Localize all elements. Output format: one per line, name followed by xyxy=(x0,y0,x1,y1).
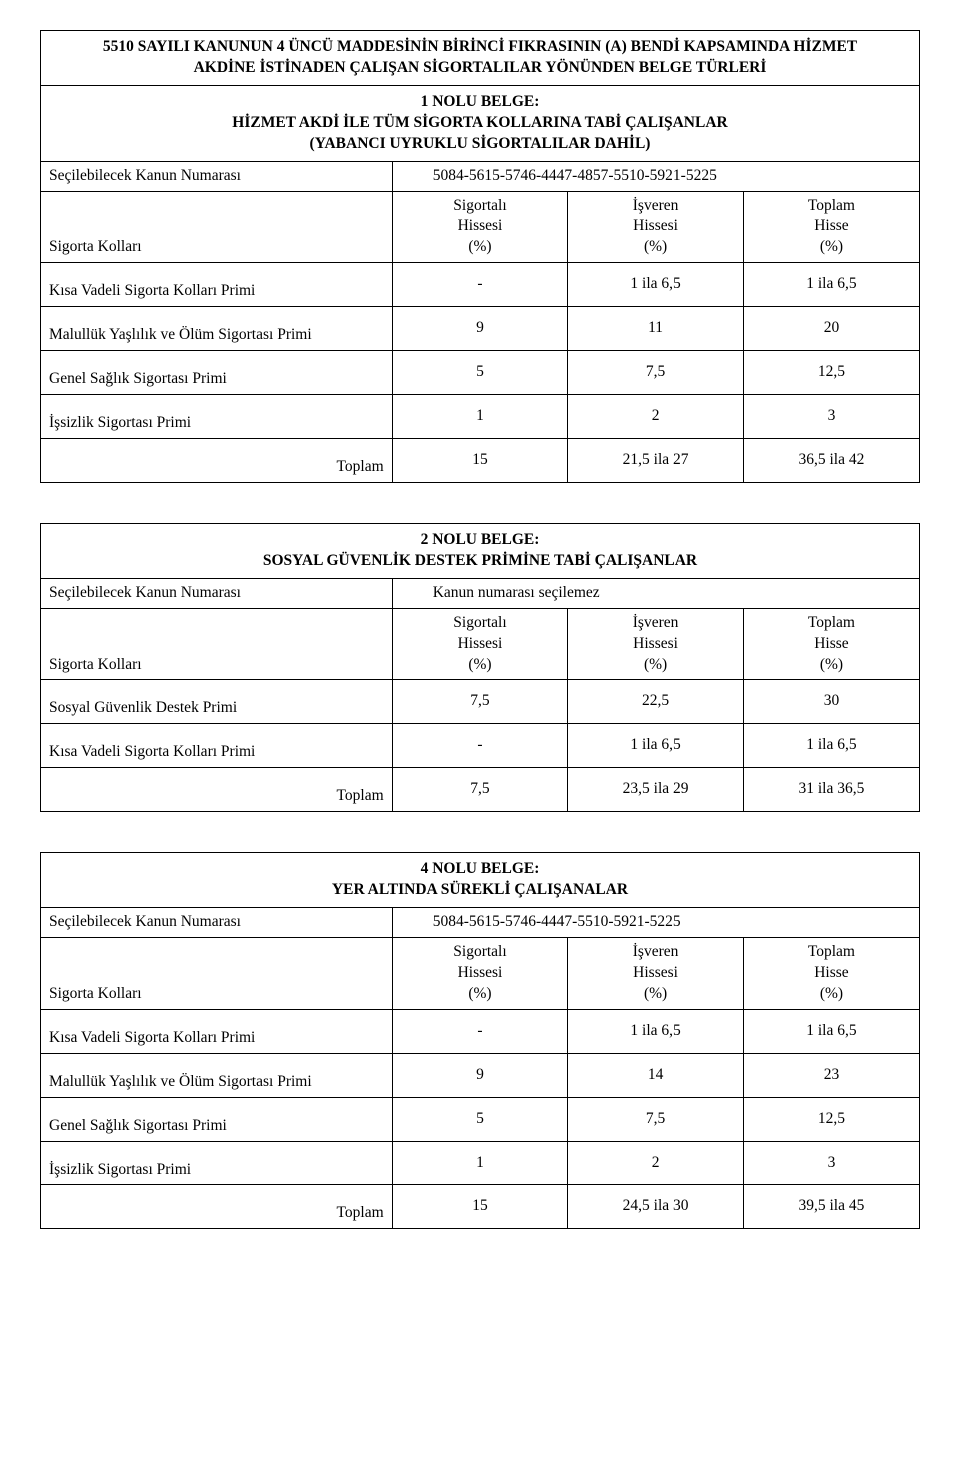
cell: 1 ila 6,5 xyxy=(743,263,919,307)
data-table: Seçilebilecek Kanun Numarası5084-5615-57… xyxy=(41,908,919,1228)
table-row: Malullük Yaşlılık ve Ölüm Sigortası Prim… xyxy=(41,1053,919,1097)
total-label: Toplam xyxy=(41,1185,392,1228)
cell: - xyxy=(392,263,568,307)
law-value: 5084-5615-5746-4447-4857-5510-5921-5225 xyxy=(392,162,919,191)
table-row: Sosyal Güvenlik Destek Primi7,522,530 xyxy=(41,680,919,724)
row-label: Kısa Vadeli Sigorta Kolları Primi xyxy=(41,724,392,768)
law-label: Seçilebilecek Kanun Numarası xyxy=(41,579,392,608)
cell: 30 xyxy=(743,680,919,724)
table-row: Genel Sağlık Sigortası Primi57,512,5 xyxy=(41,351,919,395)
main-title: 5510 SAYILI KANUNUN 4 ÜNCÜ MADDESİNİN Bİ… xyxy=(41,31,919,86)
cell: 11 xyxy=(568,307,744,351)
law-label: Seçilebilecek Kanun Numarası xyxy=(41,162,392,191)
cell: 7,5 xyxy=(568,1097,744,1141)
header-label: Sigorta Kolları xyxy=(41,937,392,1009)
total-row: Toplam1524,5 ila 3039,5 ila 45 xyxy=(41,1185,919,1228)
total-cell: 36,5 ila 42 xyxy=(743,438,919,481)
cell: 20 xyxy=(743,307,919,351)
data-table: Seçilebilecek Kanun NumarasıKanun numara… xyxy=(41,579,919,811)
cell: 2 xyxy=(568,1141,744,1185)
cell: 1 ila 6,5 xyxy=(743,724,919,768)
row-label: Malullük Yaşlılık ve Ölüm Sigortası Prim… xyxy=(41,1053,392,1097)
block-subtitle: 4 NOLU BELGE:YER ALTINDA SÜREKLİ ÇALIŞAN… xyxy=(41,853,919,908)
table-row: İşsizlik Sigortası Primi123 xyxy=(41,395,919,439)
table-row: Kısa Vadeli Sigorta Kolları Primi-1 ila … xyxy=(41,263,919,307)
cell: 1 xyxy=(392,395,568,439)
cell: 1 ila 6,5 xyxy=(568,724,744,768)
total-cell: 31 ila 36,5 xyxy=(743,768,919,811)
header-col: İşverenHissesi(%) xyxy=(568,937,744,1009)
header-label: Sigorta Kolları xyxy=(41,608,392,680)
header-row: Sigorta KollarıSigortalıHissesi(%)İşvere… xyxy=(41,191,919,263)
header-col: ToplamHisse(%) xyxy=(743,191,919,263)
doc-block: 5510 SAYILI KANUNUN 4 ÜNCÜ MADDESİNİN Bİ… xyxy=(40,30,920,483)
cell: 5 xyxy=(392,351,568,395)
header-row: Sigorta KollarıSigortalıHissesi(%)İşvere… xyxy=(41,608,919,680)
header-label: Sigorta Kolları xyxy=(41,191,392,263)
cell: 3 xyxy=(743,395,919,439)
total-cell: 39,5 ila 45 xyxy=(743,1185,919,1228)
cell: 12,5 xyxy=(743,351,919,395)
total-cell: 21,5 ila 27 xyxy=(568,438,744,481)
header-col: SigortalıHissesi(%) xyxy=(392,608,568,680)
row-label: Kısa Vadeli Sigorta Kolları Primi xyxy=(41,1009,392,1053)
header-col: SigortalıHissesi(%) xyxy=(392,937,568,1009)
header-col: İşverenHissesi(%) xyxy=(568,191,744,263)
row-label: Genel Sağlık Sigortası Primi xyxy=(41,1097,392,1141)
law-row: Seçilebilecek Kanun Numarası5084-5615-57… xyxy=(41,162,919,191)
header-col: ToplamHisse(%) xyxy=(743,608,919,680)
total-row: Toplam1521,5 ila 2736,5 ila 42 xyxy=(41,438,919,481)
law-row: Seçilebilecek Kanun Numarası5084-5615-57… xyxy=(41,908,919,937)
table-row: Malullük Yaşlılık ve Ölüm Sigortası Prim… xyxy=(41,307,919,351)
cell: 1 ila 6,5 xyxy=(743,1009,919,1053)
law-label: Seçilebilecek Kanun Numarası xyxy=(41,908,392,937)
header-col: SigortalıHissesi(%) xyxy=(392,191,568,263)
row-label: Genel Sağlık Sigortası Primi xyxy=(41,351,392,395)
cell: 9 xyxy=(392,307,568,351)
total-cell: 24,5 ila 30 xyxy=(568,1185,744,1228)
cell: 22,5 xyxy=(568,680,744,724)
cell: 2 xyxy=(568,395,744,439)
total-row: Toplam7,523,5 ila 2931 ila 36,5 xyxy=(41,768,919,811)
block-subtitle: 2 NOLU BELGE:SOSYAL GÜVENLİK DESTEK PRİM… xyxy=(41,524,919,579)
cell: 12,5 xyxy=(743,1097,919,1141)
row-label: İşsizlik Sigortası Primi xyxy=(41,1141,392,1185)
cell: 3 xyxy=(743,1141,919,1185)
law-value: 5084-5615-5746-4447-5510-5921-5225 xyxy=(392,908,919,937)
header-col: İşverenHissesi(%) xyxy=(568,608,744,680)
total-label: Toplam xyxy=(41,438,392,481)
cell: 9 xyxy=(392,1053,568,1097)
total-cell: 15 xyxy=(392,438,568,481)
doc-block: 4 NOLU BELGE:YER ALTINDA SÜREKLİ ÇALIŞAN… xyxy=(40,852,920,1229)
cell: 1 xyxy=(392,1141,568,1185)
header-row: Sigorta KollarıSigortalıHissesi(%)İşvere… xyxy=(41,937,919,1009)
row-label: Sosyal Güvenlik Destek Primi xyxy=(41,680,392,724)
row-label: Malullük Yaşlılık ve Ölüm Sigortası Prim… xyxy=(41,307,392,351)
total-label: Toplam xyxy=(41,768,392,811)
law-value: Kanun numarası seçilemez xyxy=(392,579,919,608)
cell: 1 ila 6,5 xyxy=(568,263,744,307)
cell: - xyxy=(392,724,568,768)
table-row: Kısa Vadeli Sigorta Kolları Primi-1 ila … xyxy=(41,1009,919,1053)
total-cell: 23,5 ila 29 xyxy=(568,768,744,811)
cell: 14 xyxy=(568,1053,744,1097)
table-row: İşsizlik Sigortası Primi123 xyxy=(41,1141,919,1185)
header-col: ToplamHisse(%) xyxy=(743,937,919,1009)
law-row: Seçilebilecek Kanun NumarasıKanun numara… xyxy=(41,579,919,608)
table-row: Genel Sağlık Sigortası Primi57,512,5 xyxy=(41,1097,919,1141)
doc-block: 2 NOLU BELGE:SOSYAL GÜVENLİK DESTEK PRİM… xyxy=(40,523,920,812)
total-cell: 7,5 xyxy=(392,768,568,811)
cell: 23 xyxy=(743,1053,919,1097)
total-cell: 15 xyxy=(392,1185,568,1228)
row-label: Kısa Vadeli Sigorta Kolları Primi xyxy=(41,263,392,307)
cell: 7,5 xyxy=(568,351,744,395)
data-table: Seçilebilecek Kanun Numarası5084-5615-57… xyxy=(41,162,919,482)
cell: 1 ila 6,5 xyxy=(568,1009,744,1053)
row-label: İşsizlik Sigortası Primi xyxy=(41,395,392,439)
table-row: Kısa Vadeli Sigorta Kolları Primi-1 ila … xyxy=(41,724,919,768)
cell: - xyxy=(392,1009,568,1053)
cell: 5 xyxy=(392,1097,568,1141)
cell: 7,5 xyxy=(392,680,568,724)
block-subtitle: 1 NOLU BELGE:HİZMET AKDİ İLE TÜM SİGORTA… xyxy=(41,86,919,162)
